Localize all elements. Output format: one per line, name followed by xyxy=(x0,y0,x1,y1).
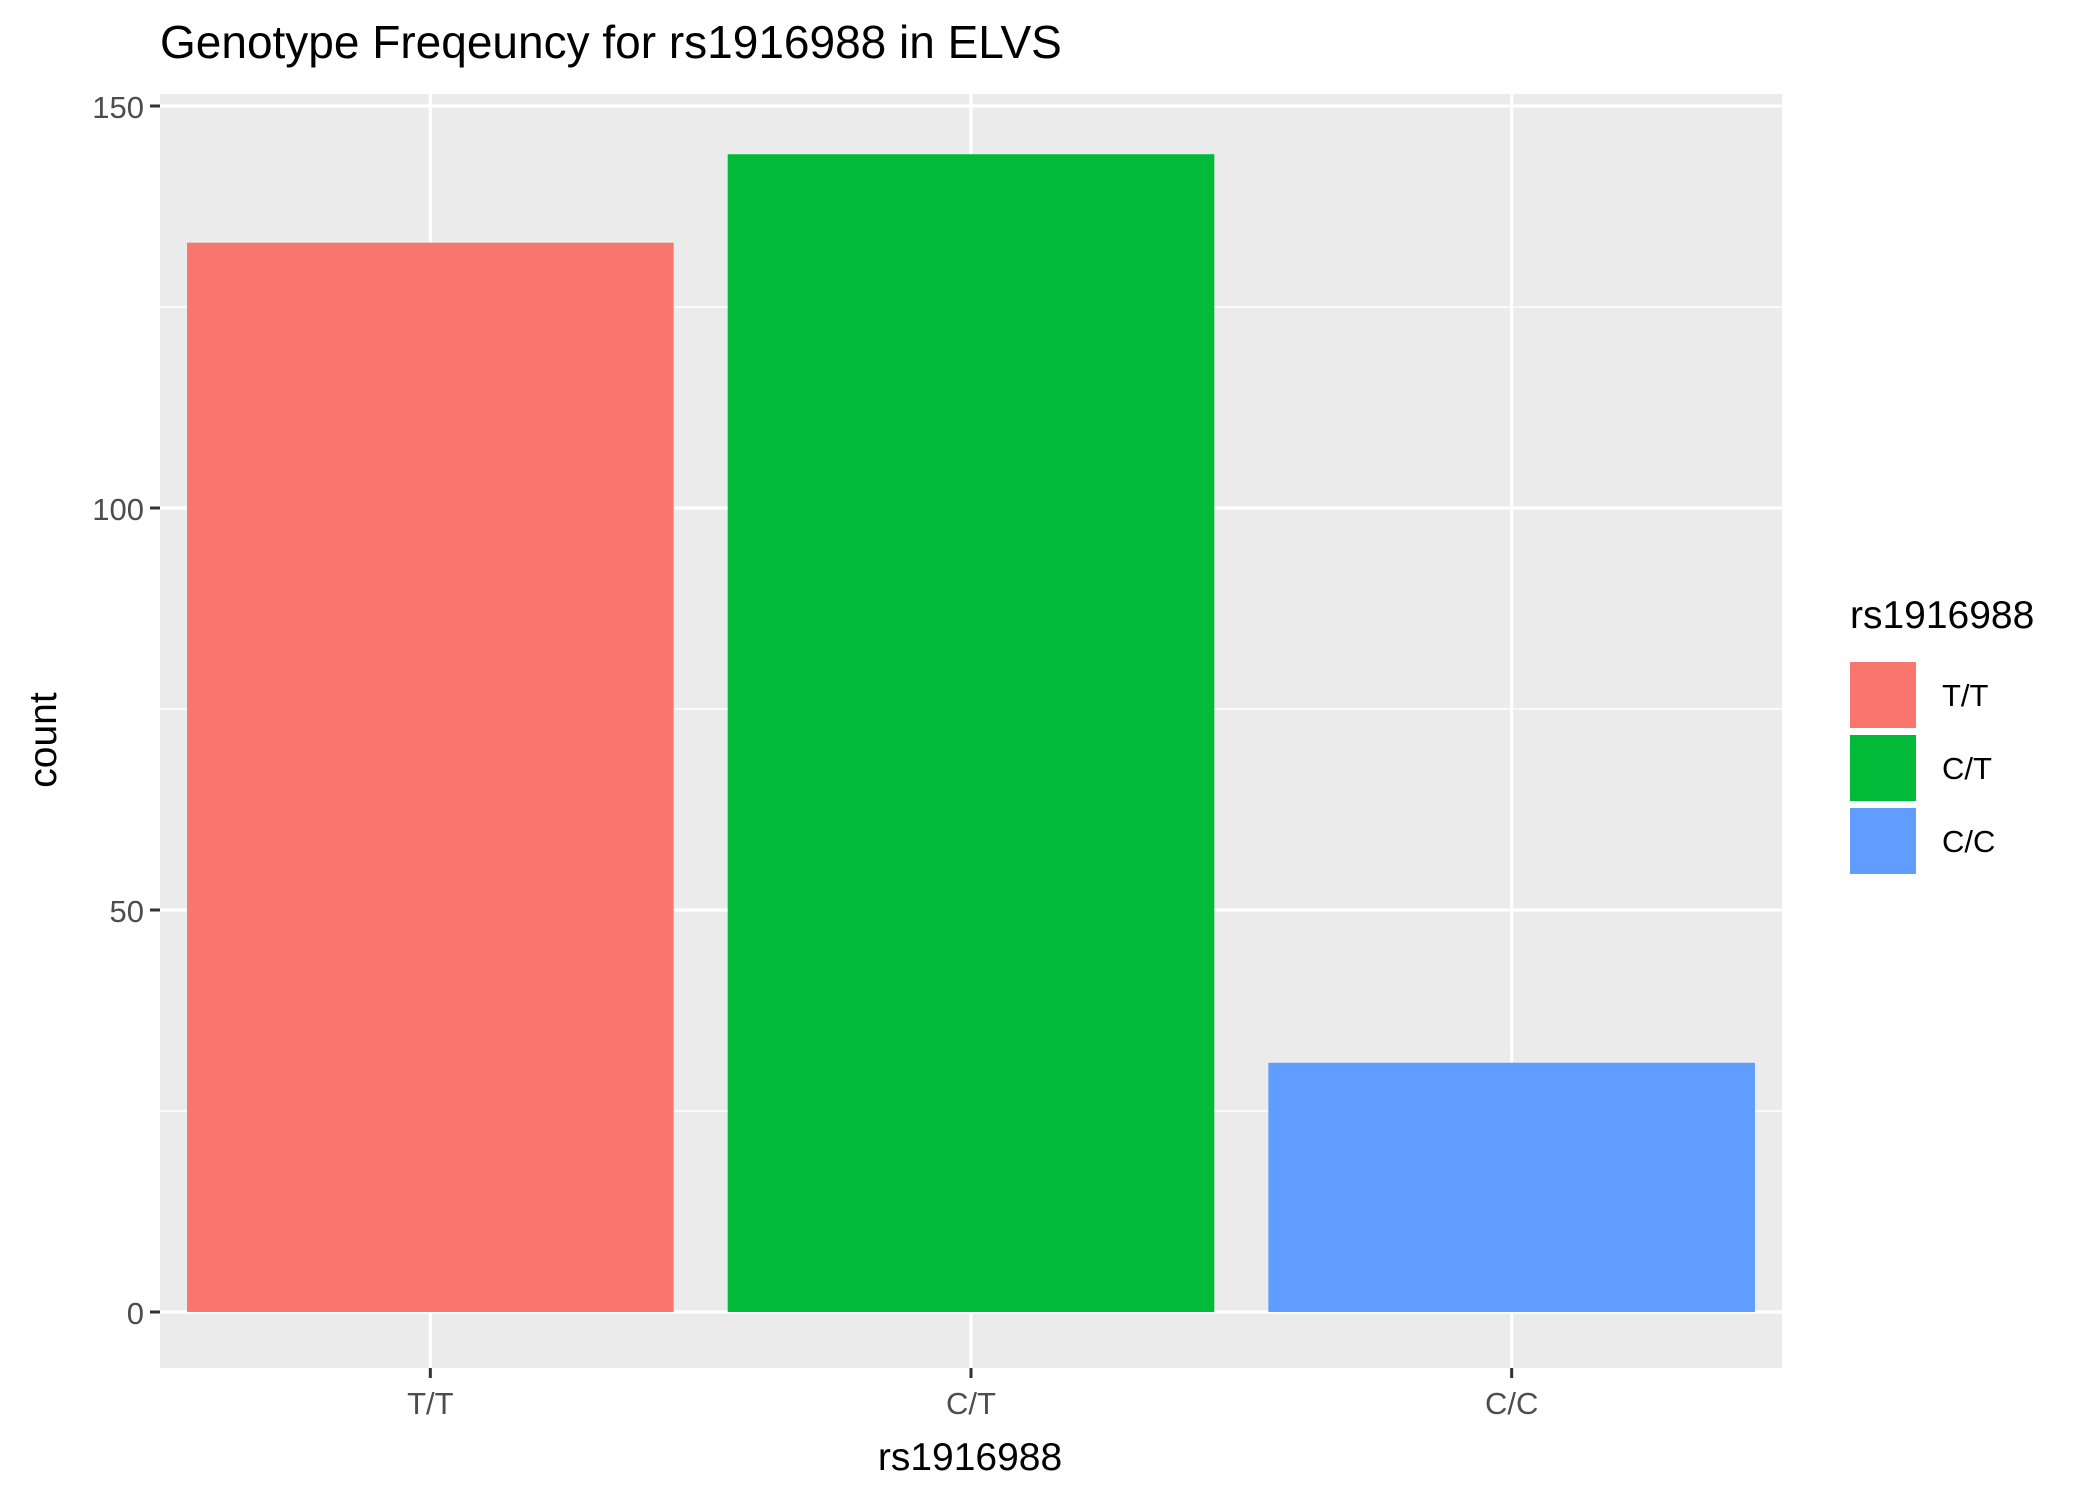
x-tick-label: C/T xyxy=(946,1386,996,1421)
y-tick-label: 100 xyxy=(92,492,144,527)
x-axis-title: rs1916988 xyxy=(878,1436,1062,1479)
legend: rs1916988 T/T C/T C/C xyxy=(1850,594,2034,874)
bar-c-c xyxy=(1268,1062,1755,1312)
bar-t-t xyxy=(187,242,674,1313)
x-axis: T/T C/T C/C xyxy=(407,1368,1538,1421)
bars xyxy=(187,154,1755,1313)
y-tick-label: 150 xyxy=(92,90,144,125)
legend-label: T/T xyxy=(1942,678,1989,713)
y-tick-label: 0 xyxy=(127,1296,144,1331)
legend-key xyxy=(1850,735,1916,801)
legend-key xyxy=(1850,662,1916,728)
x-tick-label: T/T xyxy=(407,1386,454,1421)
y-axis-title: count xyxy=(22,692,65,788)
chart-title: Genotype Freqeuncy for rs1916988 in ELVS xyxy=(160,16,1062,68)
y-tick-label: 50 xyxy=(110,894,144,929)
legend-title: rs1916988 xyxy=(1850,594,2034,637)
y-axis: 0 50 100 150 xyxy=(92,90,160,1331)
legend-key xyxy=(1850,808,1916,874)
bar-c-t xyxy=(727,154,1215,1313)
x-tick-label: C/C xyxy=(1485,1386,1538,1421)
legend-label: C/C xyxy=(1942,824,1995,859)
legend-label: C/T xyxy=(1942,751,1992,786)
